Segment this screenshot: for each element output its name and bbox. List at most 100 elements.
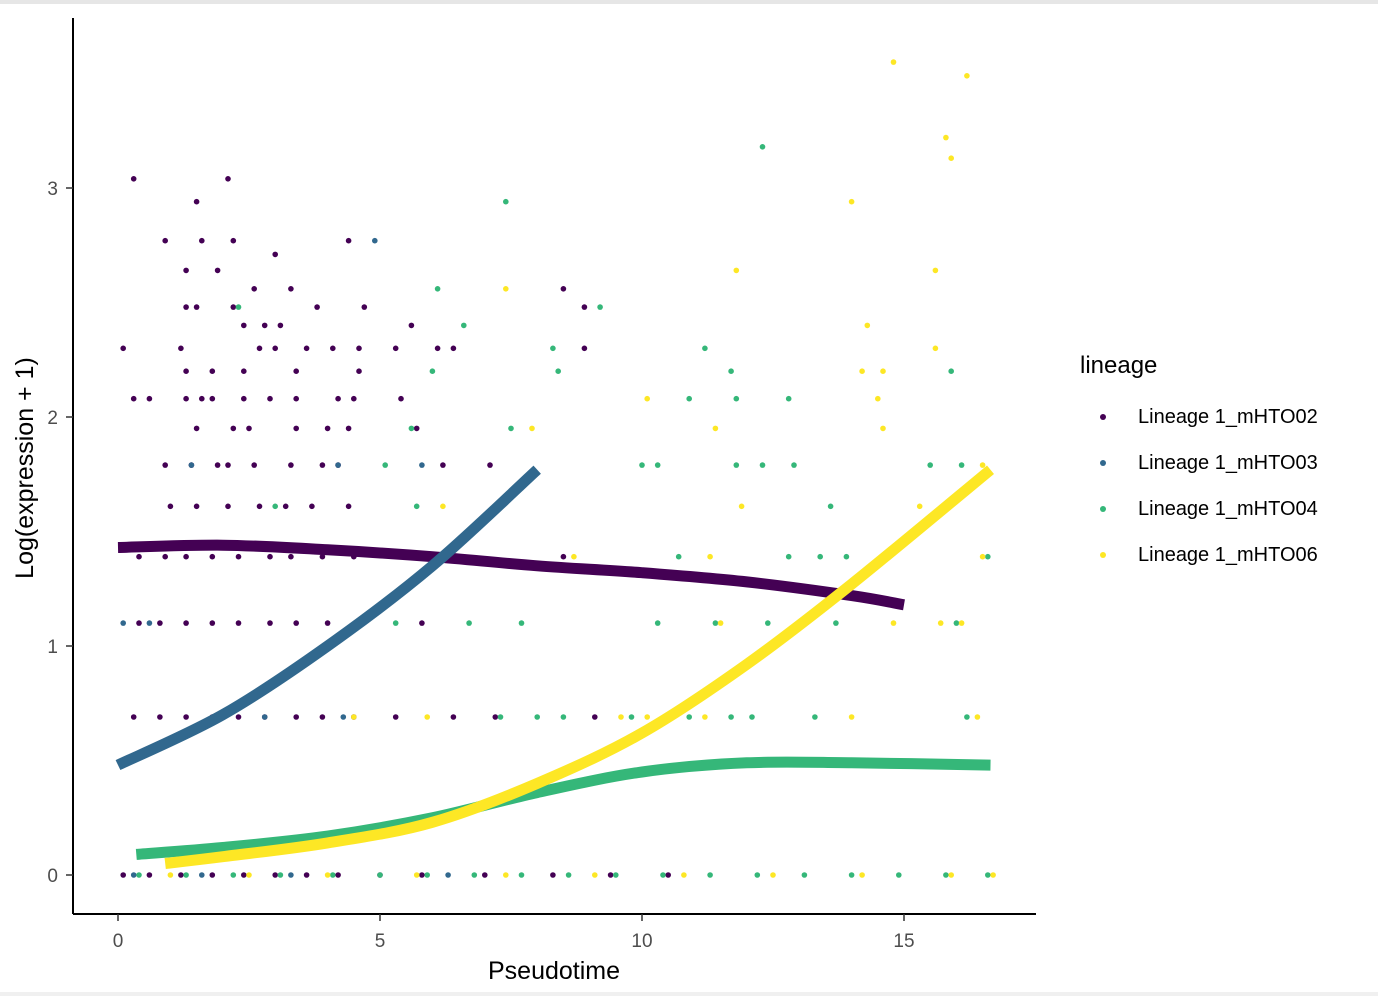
data-point [230,237,237,244]
data-point [560,714,567,720]
x-axis-label: Pseudotime [488,957,620,985]
data-point [351,395,357,402]
data-point [272,251,279,258]
data-point [178,872,184,878]
legend-label: Lineage 1_mHTO04 [1138,497,1318,520]
data-point [529,425,535,432]
y-tick-label: 2 [47,408,58,429]
data-point [974,714,981,720]
data-point [136,872,142,878]
legend: lineage Lineage 1_mHTO02 Lineage 1_mHTO0… [1080,352,1318,578]
data-point [178,345,184,352]
data-point [733,395,740,402]
data-point [770,872,776,878]
data-point [654,462,661,468]
data-point [712,620,719,626]
data-point [319,553,326,560]
data-point [335,395,341,402]
data-point [209,872,216,878]
data-point [487,462,493,468]
smooth-line-lineage-1-mhto03 [115,465,541,771]
data-point [199,237,205,244]
data-point [356,368,362,375]
data-point [948,155,954,161]
data-point [440,462,446,468]
data-point [272,345,279,352]
data-point [193,425,200,432]
data-point [964,73,970,79]
data-point [660,872,666,878]
data-point [209,553,216,560]
data-point [199,872,205,878]
data-point [267,553,273,560]
data-point [801,872,808,878]
data-point [235,620,242,626]
data-point [398,395,404,402]
data-point [979,462,986,468]
data-point [424,714,431,720]
data-point [246,425,252,432]
data-point [293,395,300,402]
data-point [392,714,399,720]
ticks-layer: 0 5 10 15 0 1 2 3 [47,179,914,952]
data-point [555,368,561,375]
data-point [288,462,294,468]
data-point [324,425,331,432]
data-point [351,714,357,720]
data-point [717,620,724,626]
data-point [953,620,960,626]
data-point [188,462,195,468]
data-point [235,553,242,560]
data-point [534,714,540,720]
data-point [560,286,567,292]
data-point [765,620,771,626]
data-point [979,553,986,560]
data-point [571,553,577,560]
data-point [241,872,247,878]
data-point [377,872,383,878]
data-point [288,286,294,292]
x-tick-label: 15 [893,931,914,952]
data-point [193,198,200,205]
data-point [445,872,451,878]
data-point [948,872,954,878]
data-point [702,714,708,720]
data-point [199,395,205,402]
data-point [728,368,734,375]
smooth-line-lineage-1-mhto04 [135,756,991,860]
data-point [183,620,189,626]
data-point [848,714,855,720]
data-point [293,368,300,375]
data-point [183,304,189,310]
legend-dot-icon [1100,506,1106,512]
top-border [0,0,1378,4]
data-point [335,872,341,878]
data-point [361,304,368,310]
data-point [345,503,352,510]
legend-label: Lineage 1_mHTO02 [1138,405,1318,428]
data-point [214,267,221,274]
data-point [309,503,315,510]
smooth-lines-layer [115,465,994,869]
data-point [162,462,168,468]
data-point [644,395,650,402]
data-point [958,462,965,468]
data-point [419,462,425,468]
data-point [146,395,153,402]
data-point [272,872,279,878]
data-point [392,345,399,352]
data-point [859,368,865,375]
data-point [733,462,740,468]
data-point [875,395,881,402]
data-point [183,714,189,720]
data-point [413,425,420,432]
data-point [859,872,865,878]
data-point [241,395,247,402]
data-point [419,620,425,626]
legend-item-mhto02: Lineage 1_mHTO02 [1080,394,1318,440]
data-point [272,503,279,510]
data-point [738,503,745,510]
data-point [833,620,839,626]
data-point [241,322,247,329]
